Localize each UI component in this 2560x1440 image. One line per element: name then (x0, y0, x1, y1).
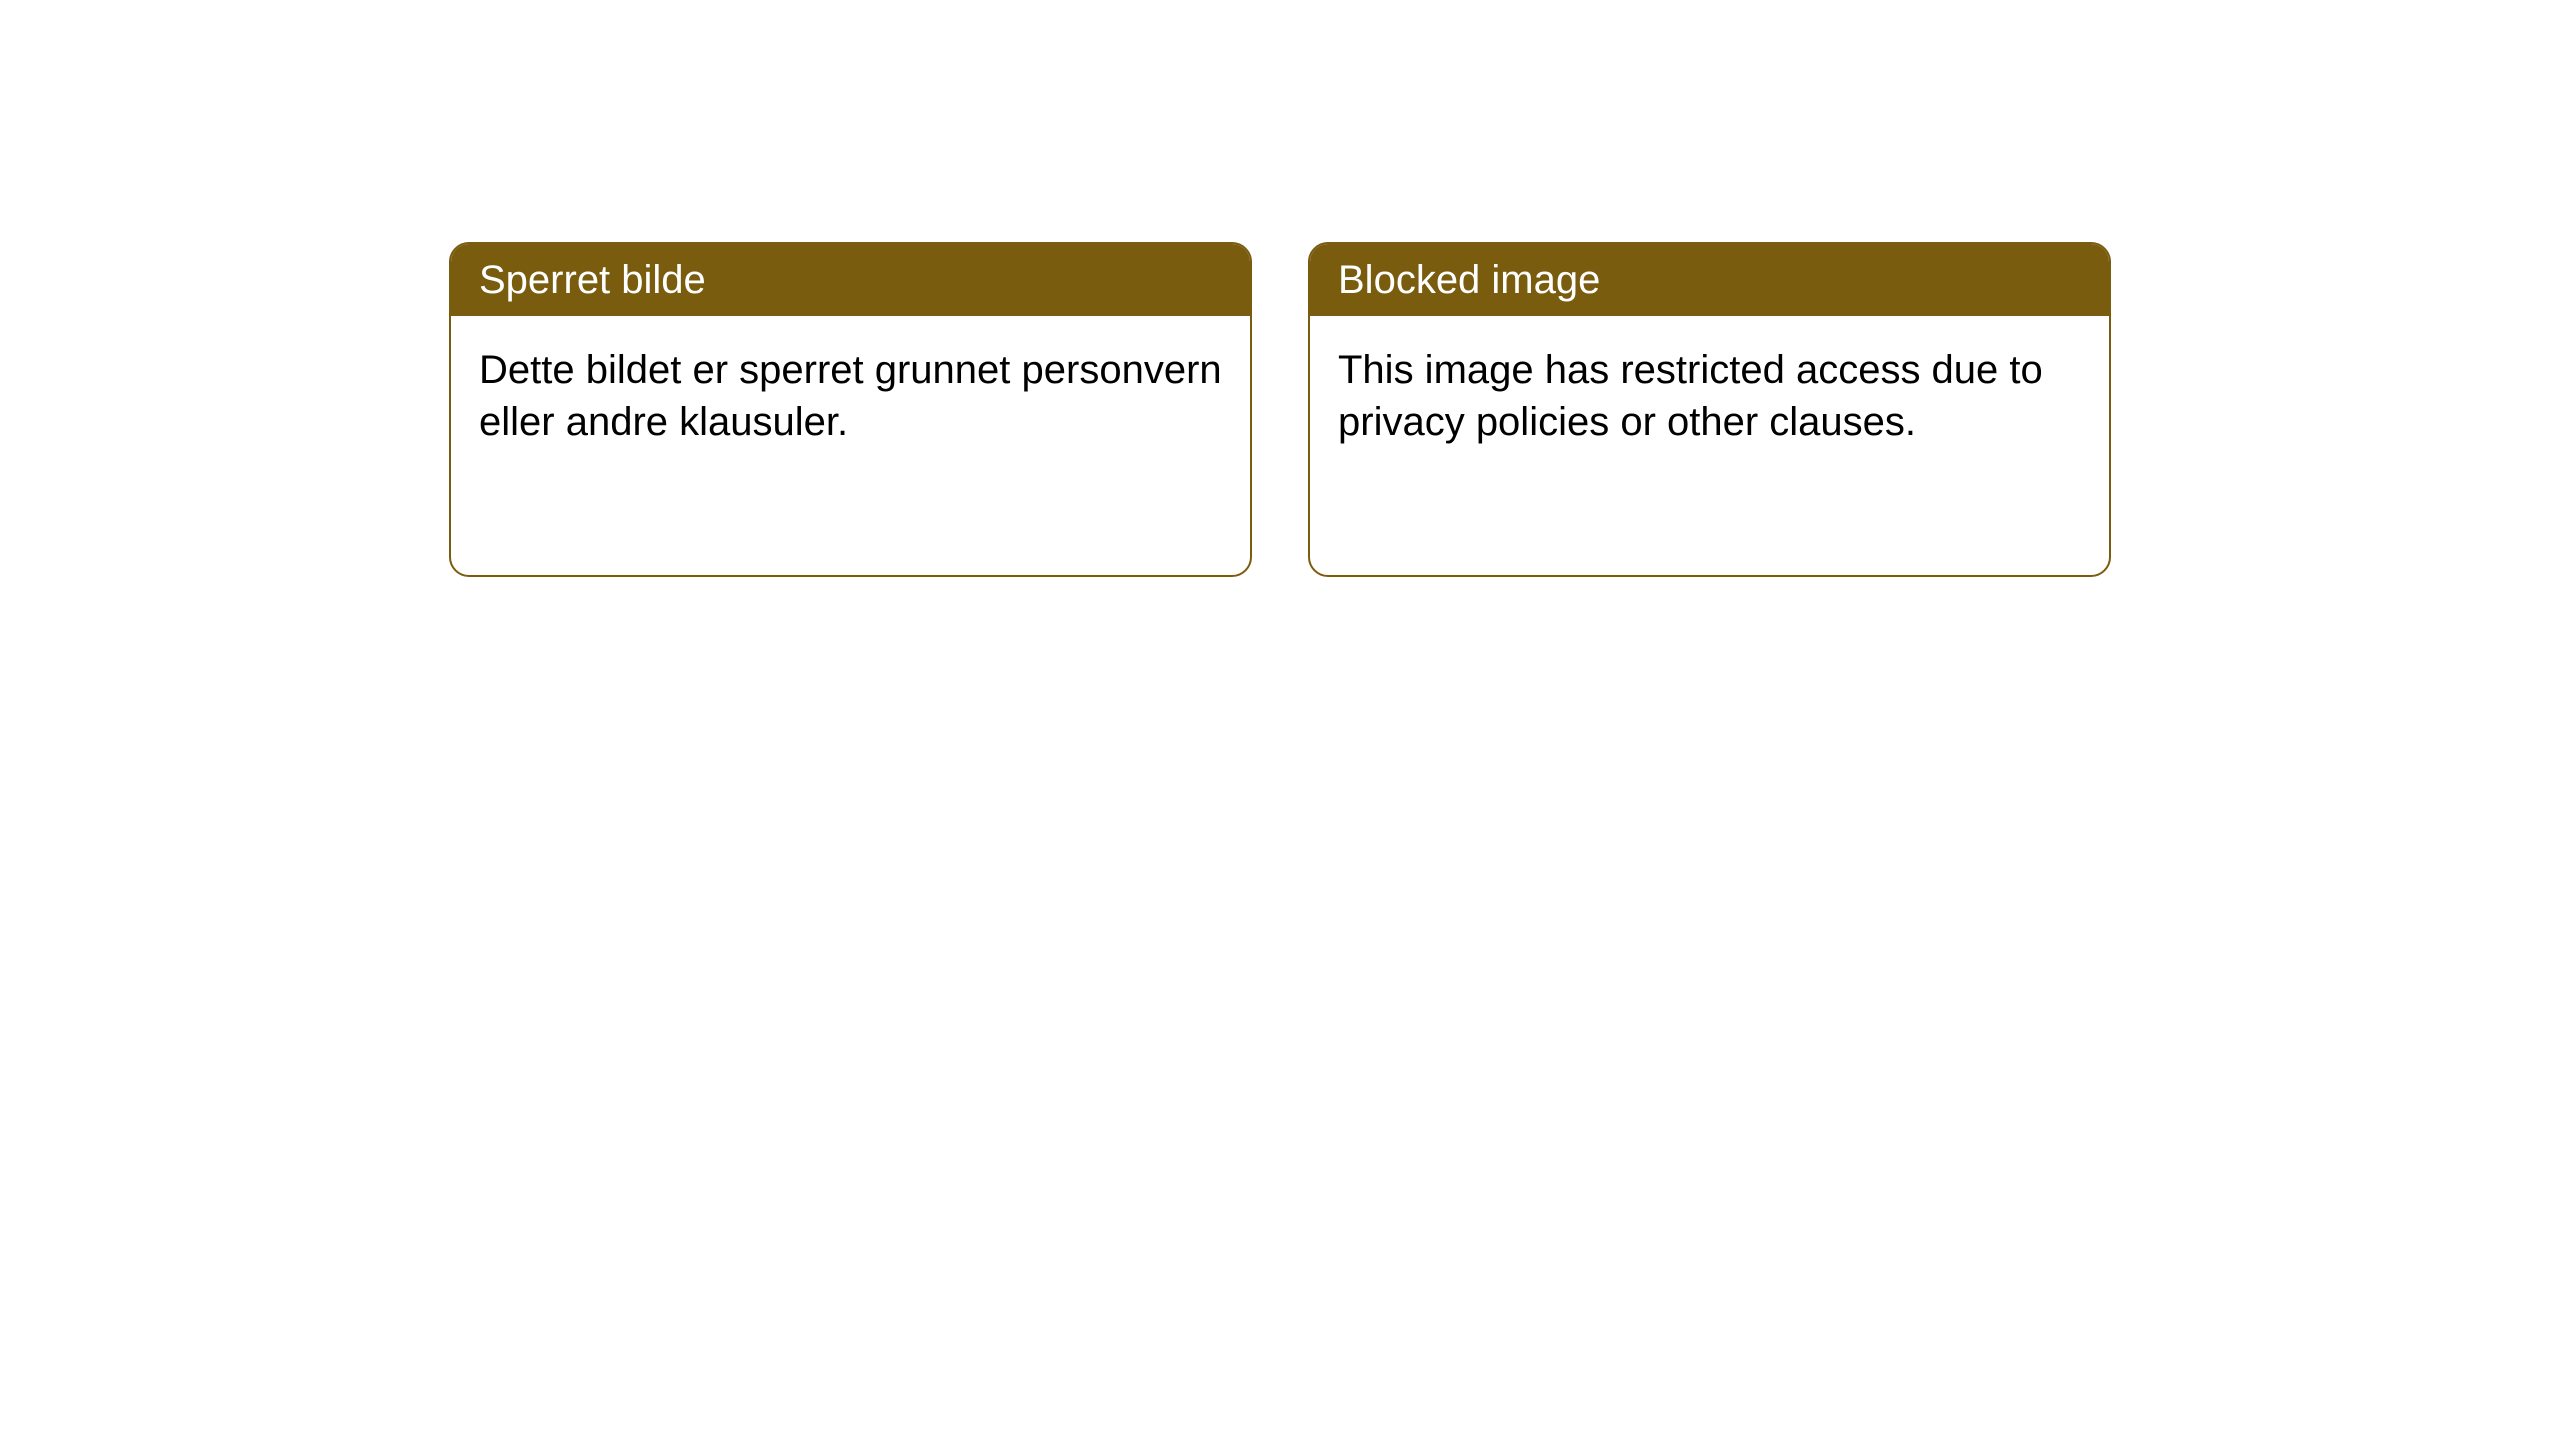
notice-header: Sperret bilde (451, 244, 1250, 316)
notice-card-norwegian: Sperret bilde Dette bildet er sperret gr… (449, 242, 1252, 577)
notice-body: This image has restricted access due to … (1310, 316, 2109, 476)
notice-container: Sperret bilde Dette bildet er sperret gr… (0, 0, 2560, 577)
notice-header: Blocked image (1310, 244, 2109, 316)
notice-body: Dette bildet er sperret grunnet personve… (451, 316, 1250, 476)
notice-card-english: Blocked image This image has restricted … (1308, 242, 2111, 577)
